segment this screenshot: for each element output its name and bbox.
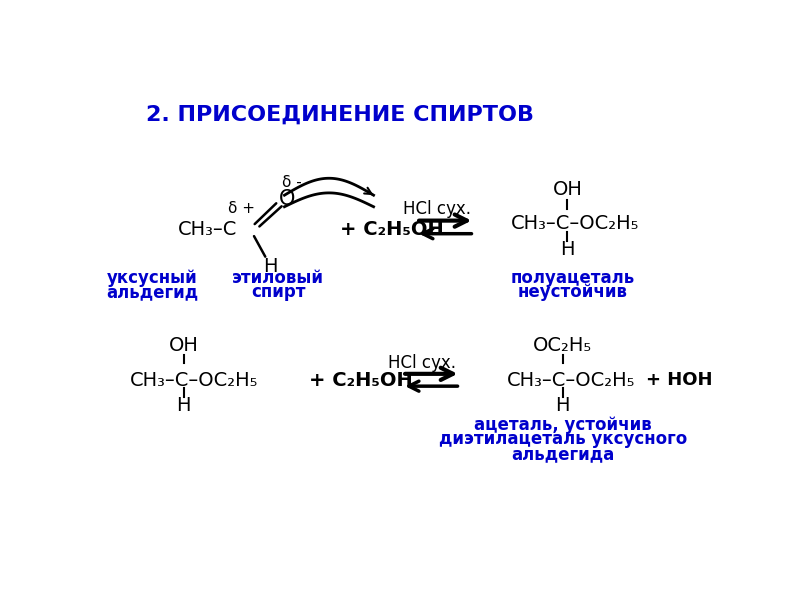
Text: + HOH: + HOH xyxy=(646,371,713,389)
Text: CH₃–C–OC₂H₅: CH₃–C–OC₂H₅ xyxy=(510,214,639,233)
Text: CH₃–C: CH₃–C xyxy=(178,220,237,239)
Text: H: H xyxy=(555,396,570,415)
Text: OH: OH xyxy=(169,336,198,355)
Text: + C₂H₅OH: + C₂H₅OH xyxy=(340,220,444,239)
Text: O: O xyxy=(278,189,295,209)
Text: + C₂H₅OH: + C₂H₅OH xyxy=(310,370,413,389)
Text: δ +: δ + xyxy=(228,201,255,216)
Text: H: H xyxy=(177,396,191,415)
Text: альдегида: альдегида xyxy=(511,445,614,463)
Text: полуацеталь: полуацеталь xyxy=(510,269,635,287)
Text: H: H xyxy=(263,257,278,277)
Text: CH₃–C–OC₂H₅: CH₃–C–OC₂H₅ xyxy=(130,370,258,389)
Text: HCl сух.: HCl сух. xyxy=(403,200,471,218)
Text: уксусный: уксусный xyxy=(107,269,198,287)
Text: неустойчив: неустойчив xyxy=(518,283,628,301)
Text: ацеталь, устойчив: ацеталь, устойчив xyxy=(474,416,651,434)
Text: альдегид: альдегид xyxy=(106,283,198,301)
Text: 2. ПРИСОЕДИНЕНИЕ СПИРТОВ: 2. ПРИСОЕДИНЕНИЕ СПИРТОВ xyxy=(146,104,534,124)
Text: CH₃–C–OC₂H₅: CH₃–C–OC₂H₅ xyxy=(507,370,635,389)
Text: OH: OH xyxy=(552,181,582,199)
Text: спирт: спирт xyxy=(251,283,306,301)
Text: HCl сух.: HCl сух. xyxy=(388,354,456,372)
Text: δ -: δ - xyxy=(282,175,302,190)
Text: диэтилацеталь уксусного: диэтилацеталь уксусного xyxy=(438,430,686,448)
Text: этиловый: этиловый xyxy=(232,269,324,287)
Text: H: H xyxy=(560,241,574,259)
Text: OC₂H₅: OC₂H₅ xyxy=(533,336,592,355)
